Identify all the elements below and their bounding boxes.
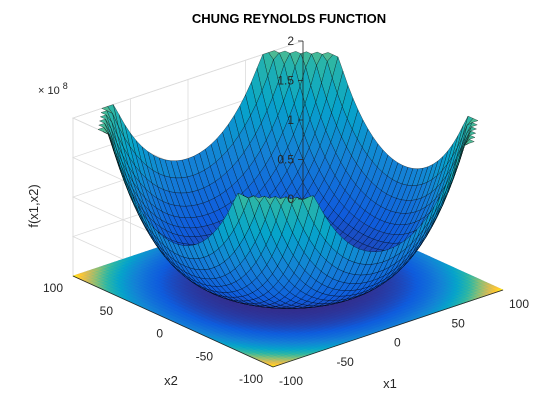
surface-mesh: [97, 50, 479, 309]
